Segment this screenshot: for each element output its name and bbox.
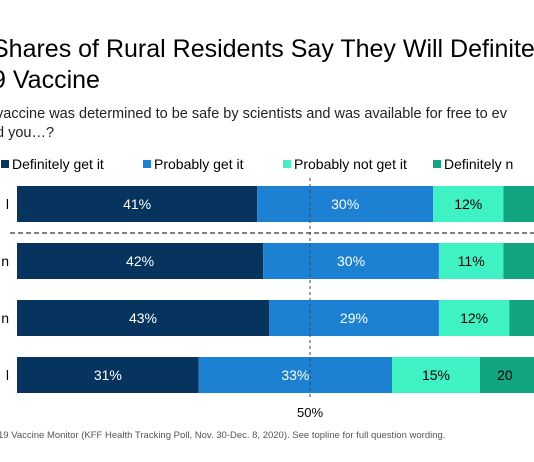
bar-segment-1-1 [263, 243, 439, 279]
bar-label-3-2: 15% [422, 367, 450, 383]
bar-segment-0-2 [433, 186, 504, 222]
chart-title: Shares of Rural Residents Say They Will … [0, 35, 534, 94]
bar-segment-3-3 [479, 357, 534, 393]
bar-label-3-1: 33% [281, 367, 309, 383]
bar-segment-3-2 [392, 357, 480, 393]
legend-label-3: Definitely n [444, 156, 513, 172]
bar-segment-3-0 [17, 357, 199, 393]
bar-label-2-0: 43% [129, 310, 157, 326]
bar-segment-1-0 [17, 243, 264, 279]
bar-segment-2-1 [268, 300, 439, 336]
bar-segment-1-3 [503, 243, 534, 279]
legend-label-0: Definitely get it [12, 156, 104, 172]
legend-swatch-1 [143, 160, 151, 168]
bar-segment-2-2 [438, 300, 510, 336]
legend-label-2: Probably not get it [294, 156, 407, 172]
bar-label-0-0: 41% [123, 196, 151, 212]
bar-label-2-1: 29% [340, 310, 368, 326]
bar-label-1-2: 11% [458, 253, 485, 269]
bar-label-0-1: 30% [331, 196, 359, 212]
legend: Definitely get it Probably get it Probably… [1, 156, 513, 172]
footnote: 19 Vaccine Monitor (KFF Health Tracking … [0, 430, 446, 441]
category-label-0: l [6, 196, 9, 212]
bar-segment-3-1 [198, 357, 393, 393]
bar-segment-0-3 [503, 186, 534, 222]
legend-label-1: Probably get it [154, 156, 244, 172]
bars: 41% 30% 12% 42% 30% 11% 43% 29% 12% 31% 33% 15% 20 [17, 186, 534, 393]
bar-label-1-0: 42% [126, 253, 154, 269]
legend-swatch-2 [283, 160, 291, 168]
category-labels: l n n l [1, 196, 9, 383]
bar-segment-2-0 [17, 300, 269, 336]
bar-segment-1-2 [438, 243, 504, 279]
chart-subtitle: vaccine was determined to be safe by sci… [0, 106, 507, 141]
bar-segment-0-1 [257, 186, 434, 222]
category-label-2: n [1, 310, 9, 326]
bar-segment-0-0 [17, 186, 258, 222]
bar-segment-2-3 [509, 300, 534, 336]
category-label-1: n [1, 253, 9, 269]
bar-label-3-3: 20 [497, 367, 513, 383]
legend-swatch-0 [1, 160, 9, 168]
legend-swatch-3 [433, 160, 441, 168]
reference-line-label: 50% [297, 405, 323, 420]
bar-label-1-1: 30% [337, 253, 365, 269]
bar-label-3-0: 31% [94, 367, 122, 383]
category-label-3: l [6, 367, 9, 383]
bar-label-0-2: 12% [454, 196, 482, 212]
bar-label-2-2: 12% [460, 310, 488, 326]
